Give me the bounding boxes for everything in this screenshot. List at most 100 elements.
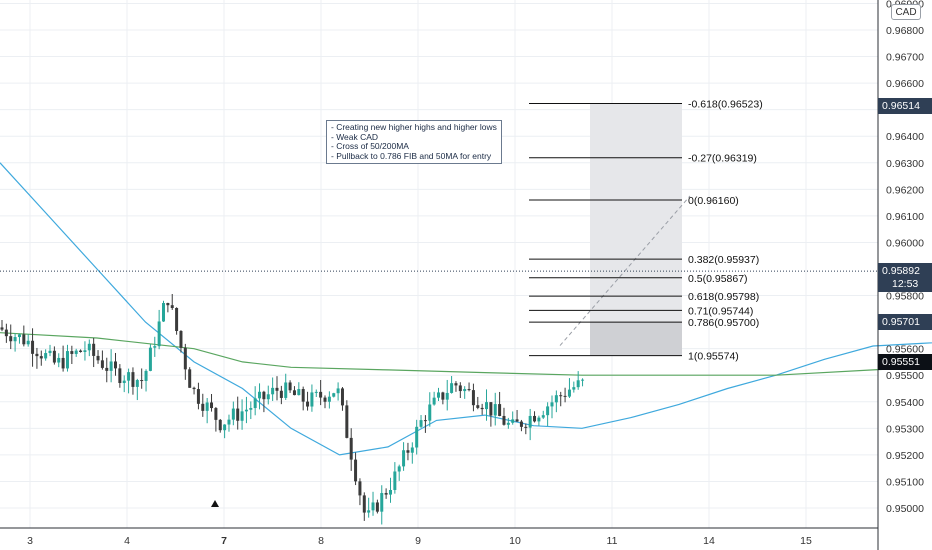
candle-body <box>227 419 231 425</box>
moving-averages <box>0 162 932 456</box>
fibonacci-zone <box>559 103 691 356</box>
candle-body <box>559 395 563 397</box>
entry-zone <box>590 322 682 356</box>
candle-body <box>515 419 519 422</box>
price-tag-mid: 0.95701 <box>878 313 932 330</box>
y-tick-label: 0.96000 <box>886 237 924 249</box>
candle-body <box>22 334 26 345</box>
candle-body <box>35 353 39 357</box>
candle-body <box>83 350 87 352</box>
candle-body <box>354 459 358 482</box>
candle-body <box>249 408 253 410</box>
candle-body <box>445 392 449 400</box>
candle-body <box>415 426 419 448</box>
candle-body <box>48 350 52 354</box>
x-tick-label: 3 <box>27 535 33 547</box>
candle-body <box>397 466 401 472</box>
y-tick-label: 0.96300 <box>886 158 924 170</box>
candle-body <box>52 350 56 363</box>
candle-body <box>162 303 166 322</box>
candle-body <box>105 367 109 371</box>
candle-body <box>17 334 21 338</box>
candle-body <box>275 387 279 391</box>
candle-body <box>175 307 179 331</box>
candle-body <box>319 391 323 398</box>
candle-body <box>393 471 397 490</box>
fib-level-label: 0.618(0.95798) <box>688 291 759 303</box>
candle-body <box>406 450 410 453</box>
candle-body <box>44 353 48 359</box>
candlesticks <box>0 293 585 525</box>
trade-notes-annotation[interactable]: - Creating new higher highs and higher l… <box>326 120 502 164</box>
x-tick-label: 9 <box>415 535 421 547</box>
x-tick-label: 4 <box>124 535 130 547</box>
candle-body <box>258 391 262 399</box>
candle-body <box>266 394 270 400</box>
y-tick-label: 0.95200 <box>886 450 924 462</box>
candle-body <box>292 390 296 396</box>
candle-body <box>244 409 248 412</box>
candle-body <box>314 391 318 393</box>
candle-body <box>524 426 528 428</box>
candle-body <box>79 350 83 352</box>
candle-body <box>533 415 537 422</box>
candle-body <box>388 489 392 495</box>
y-tick-label: 0.95800 <box>886 291 924 303</box>
fib-level-label: 0.382(0.95937) <box>688 254 759 266</box>
candle-body <box>437 392 440 398</box>
candle-body <box>485 402 489 410</box>
candle-body <box>511 419 515 423</box>
candle-body <box>92 343 96 356</box>
candle-body <box>384 493 388 495</box>
candle-body <box>96 355 100 361</box>
candle-body <box>428 404 432 421</box>
candle-body <box>262 391 266 400</box>
candle-body <box>336 388 340 394</box>
chart-overlay <box>0 270 878 507</box>
candle-body <box>70 351 74 354</box>
candle-body <box>537 417 541 422</box>
candle-body <box>476 405 480 408</box>
price-tag-low: 0.95551 <box>878 353 932 370</box>
y-tick-label: 0.96800 <box>886 25 924 37</box>
candle-body <box>463 389 467 392</box>
candle-body <box>546 406 550 416</box>
candle-body <box>144 370 148 381</box>
fib-level-label: 0.786(0.95700) <box>688 317 759 329</box>
y-tick-label: 0.95500 <box>886 370 924 382</box>
candle-body <box>196 389 200 404</box>
candle-body <box>506 422 510 425</box>
candle-body <box>236 408 240 421</box>
candle-body <box>65 351 69 369</box>
candle-body <box>4 329 8 337</box>
y-tick-label: 0.95300 <box>886 423 924 435</box>
candle-body <box>0 327 4 330</box>
candle-body <box>340 388 344 406</box>
candle-body <box>419 420 423 427</box>
candle-body <box>271 387 275 395</box>
candle-body <box>581 379 585 381</box>
candle-body <box>279 390 283 398</box>
candle-body <box>502 415 506 425</box>
y-tick-label: 0.96100 <box>886 211 924 223</box>
candle-body <box>454 383 458 386</box>
candle-body <box>100 360 104 368</box>
candle-body <box>310 392 314 407</box>
candle-body <box>450 383 454 393</box>
candle-body <box>550 402 554 407</box>
candle-body <box>288 382 292 391</box>
candle-body <box>39 356 43 359</box>
y-tick-label: 0.95400 <box>886 397 924 409</box>
candle-body <box>493 404 497 416</box>
candle-body <box>519 421 523 427</box>
candle-body <box>441 392 445 400</box>
candle-body <box>210 402 214 409</box>
currency-label[interactable]: CAD <box>891 4 921 20</box>
fibonacci-levels: -0.618(0.96523) -0.27(0.96319) 0(0.96160) 0… <box>529 99 763 363</box>
candle-body <box>9 336 13 342</box>
fib-level-label: 0(0.96160) <box>688 195 739 207</box>
triangle-marker <box>211 500 219 507</box>
projection-zone <box>590 103 682 356</box>
